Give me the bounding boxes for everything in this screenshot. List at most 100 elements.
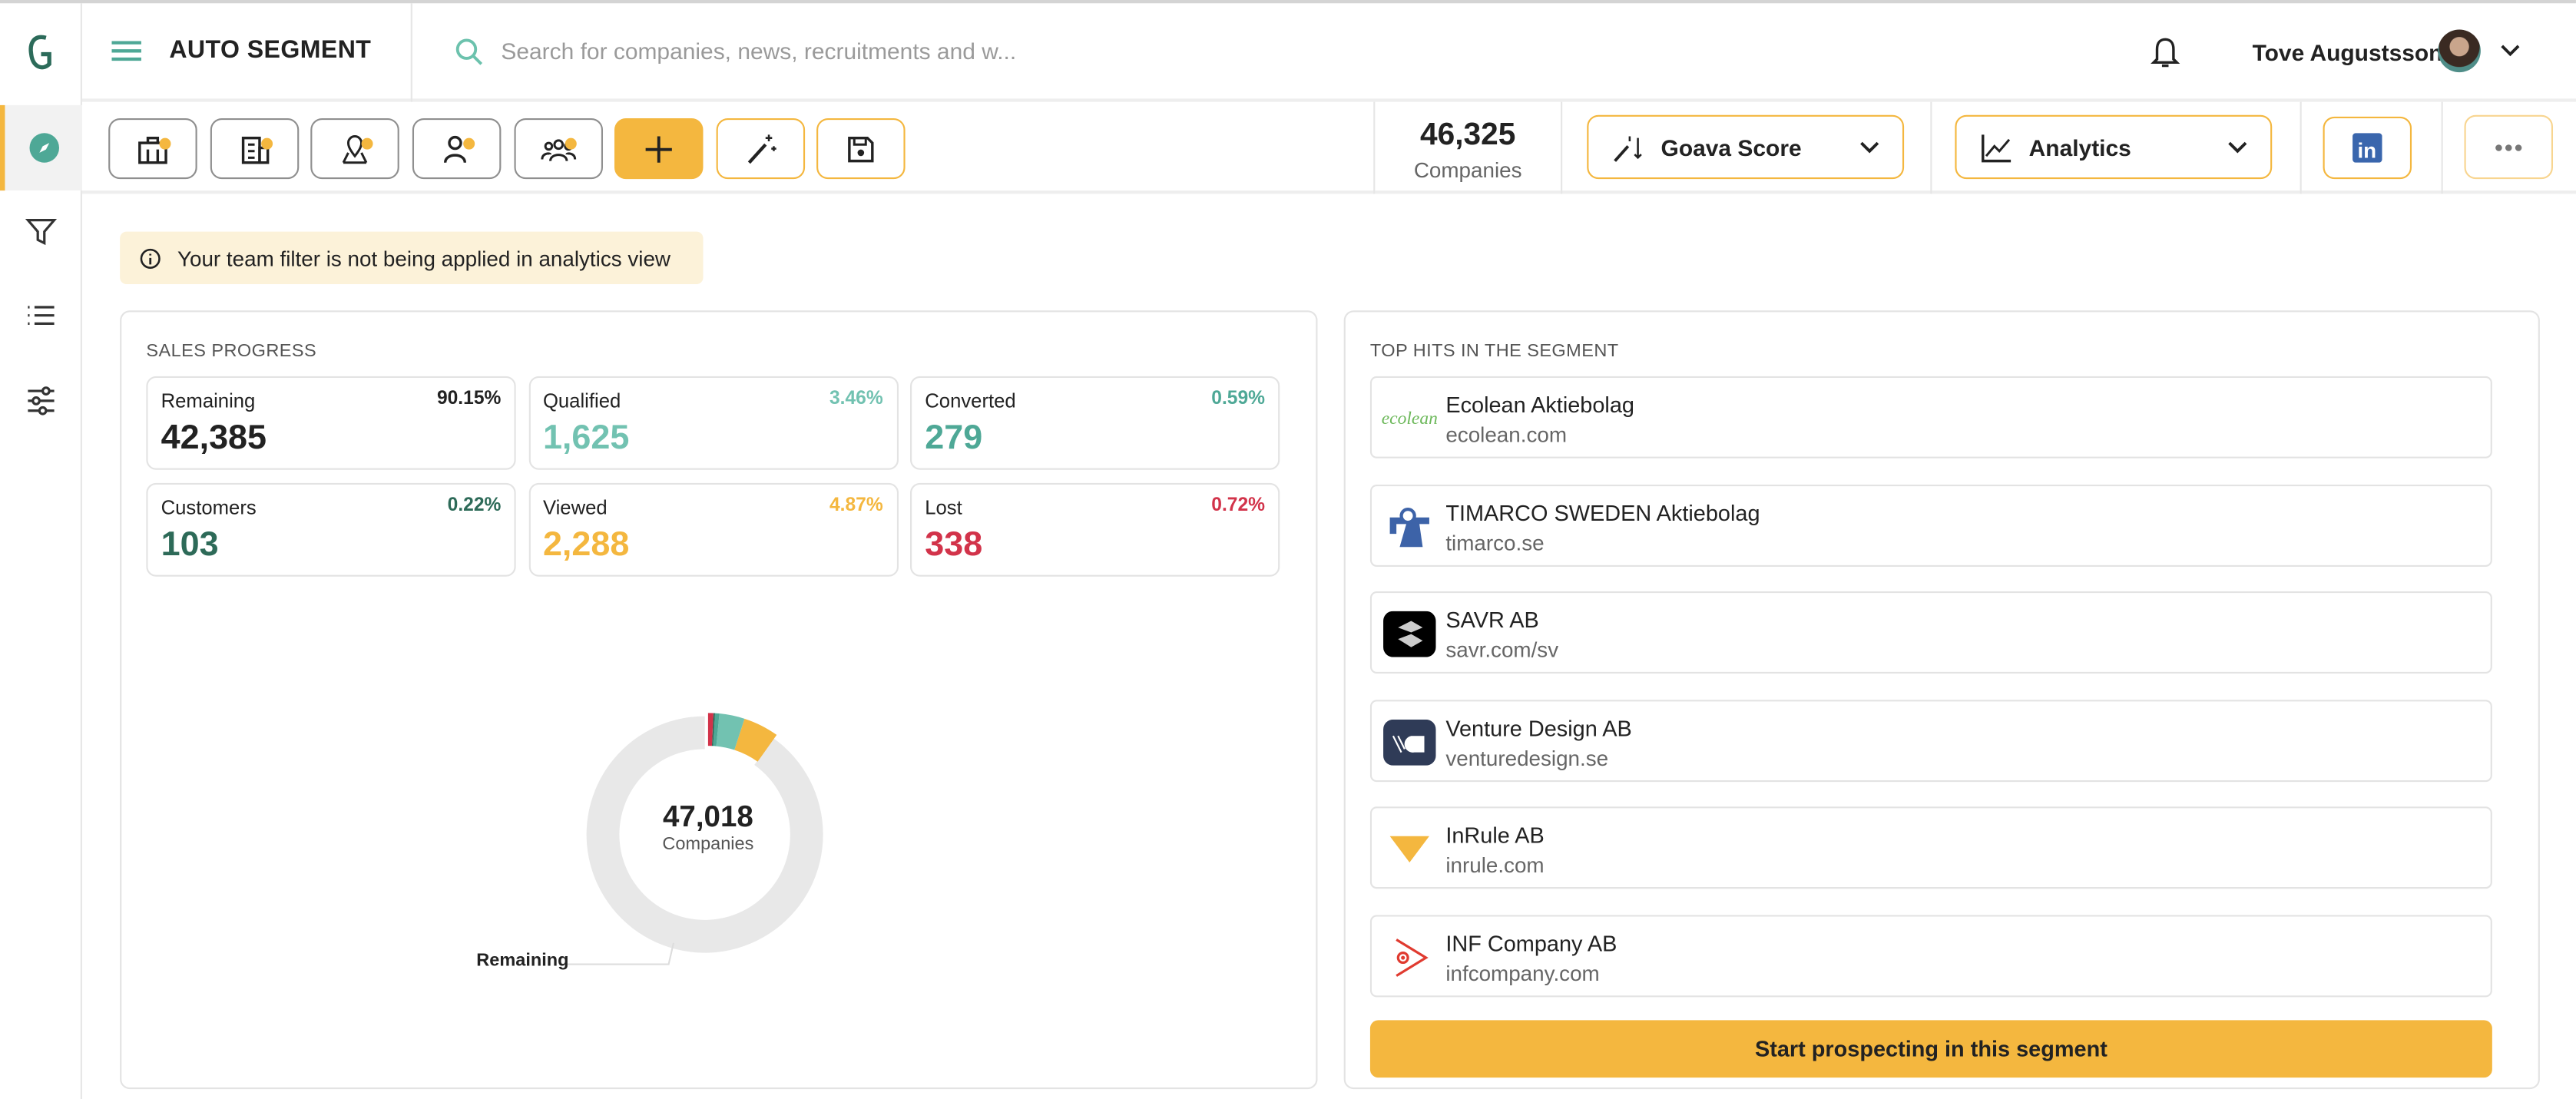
company-domain[interactable]: infcompany.com <box>1445 960 1600 985</box>
company-domain[interactable]: savr.com/sv <box>1445 637 1559 663</box>
active-filter-dot <box>361 137 373 150</box>
goava-score-dropdown[interactable]: Goava Score <box>1587 114 1905 180</box>
stat-lost[interactable]: Lost 0.72% 338 <box>910 482 1280 577</box>
divider <box>2441 101 2443 194</box>
stat-percent: 3.46% <box>829 389 883 409</box>
building-filter-button[interactable] <box>210 118 300 180</box>
company-domain[interactable]: ecolean.com <box>1445 422 1568 447</box>
sidebar-item-filter[interactable] <box>0 196 82 268</box>
magic-wand-button[interactable] <box>716 118 806 180</box>
stat-label: Remaining <box>161 389 256 412</box>
stat-value: 42,385 <box>161 419 267 457</box>
stat-customers[interactable]: Customers 0.22% 103 <box>146 482 516 577</box>
goava-logo[interactable] <box>0 16 82 88</box>
person-filter-button[interactable] <box>412 118 502 180</box>
company-domain[interactable]: timarco.se <box>1445 529 1545 554</box>
donut-slice-lost[interactable] <box>707 713 714 746</box>
sidebar <box>0 3 82 1099</box>
divider <box>1561 101 1563 194</box>
company-item[interactable]: Venture Design AB venturedesign.se <box>1369 699 2492 782</box>
divider <box>410 3 412 102</box>
company-item[interactable]: ecolean Ecolean Aktiebolag ecolean.com <box>1369 376 2492 458</box>
donut-slice-qualified[interactable] <box>716 713 745 750</box>
savr-logo-icon <box>1383 607 1436 660</box>
search-icon <box>455 38 483 65</box>
card-title: SALES PROGRESS <box>146 341 317 362</box>
stat-value: 338 <box>925 525 983 564</box>
team-filter-notice: Your team filter is not being applied in… <box>120 231 704 285</box>
logo-icon <box>28 35 51 70</box>
active-filter-dot <box>159 137 171 150</box>
company-name: SAVR AB <box>1445 607 1539 633</box>
donut-slice-customers[interactable] <box>711 713 715 746</box>
info-icon <box>140 247 161 268</box>
linkedin-icon: in <box>2353 133 2382 163</box>
add-filter-button[interactable] <box>614 118 704 180</box>
company-domain[interactable]: venturedesign.se <box>1445 745 1609 770</box>
magic-wand-icon <box>747 134 776 164</box>
analytics-dropdown[interactable]: Analytics <box>1955 114 2273 180</box>
more-options-button[interactable] <box>2464 114 2554 180</box>
company-item[interactable]: INF Company AB infcompany.com <box>1369 914 2492 997</box>
donut-slice-viewed[interactable] <box>734 718 777 762</box>
people-icon <box>541 138 577 161</box>
company-item[interactable]: InRule AB inrule.com <box>1369 806 2492 889</box>
donut-slice-converted[interactable] <box>713 713 720 746</box>
stat-percent: 0.72% <box>1211 495 1266 516</box>
stat-viewed[interactable]: Viewed 4.87% 2,288 <box>528 482 898 577</box>
bell-icon[interactable] <box>2151 36 2180 69</box>
filter-icon <box>25 219 58 246</box>
company-item[interactable]: SAVR AB savr.com/sv <box>1369 591 2492 674</box>
donut-center-label: Companies <box>662 833 753 853</box>
chevron-down-icon <box>2228 141 2247 153</box>
toolbar: 46,325 Companies Goava Score Analytics i… <box>81 101 2576 194</box>
person-icon <box>443 134 467 163</box>
company-name: InRule AB <box>1445 823 1545 848</box>
header: AUTO SEGMENT Search for companies, news,… <box>81 3 2576 102</box>
list-icon <box>28 306 55 325</box>
stat-percent: 0.22% <box>447 495 502 516</box>
line-chart-icon <box>1982 134 2011 162</box>
callout-label: Remaining <box>476 950 568 970</box>
start-prospecting-button[interactable]: Start prospecting in this segment <box>1369 1020 2492 1078</box>
sidebar-item-explore[interactable] <box>0 104 82 191</box>
user-name[interactable]: Tove Augustsson <box>2252 39 2443 66</box>
location-filter-button[interactable] <box>310 118 399 180</box>
company-domain[interactable]: inrule.com <box>1445 852 1545 878</box>
stat-remaining[interactable]: Remaining 90.15% 42,385 <box>146 376 516 470</box>
svg-text:in: in <box>2357 138 2376 162</box>
plus-icon <box>645 135 672 162</box>
inrule-logo-icon <box>1383 823 1435 876</box>
chevron-down-icon[interactable] <box>2501 45 2521 58</box>
more-icon <box>2495 144 2522 151</box>
stat-label: Viewed <box>542 495 608 519</box>
company-filter-button[interactable] <box>108 118 197 180</box>
card-title: TOP HITS IN THE SEGMENT <box>1369 341 1619 362</box>
stat-converted[interactable]: Converted 0.59% 279 <box>910 376 1280 470</box>
sidebar-item-settings[interactable] <box>0 365 82 437</box>
search-input[interactable]: Search for companies, news, recruitments… <box>501 38 1017 65</box>
donut-center-value: 47,018 <box>663 800 753 833</box>
divider <box>1373 101 1376 194</box>
stat-value: 1,625 <box>542 419 630 457</box>
goava-score-label: Goava Score <box>1660 134 1802 161</box>
company-count: 46,325 Companies <box>1375 118 1561 182</box>
callout-line <box>561 942 675 965</box>
company-name: INF Company AB <box>1445 930 1617 955</box>
team-filter-button[interactable] <box>514 118 604 180</box>
avatar[interactable] <box>2438 29 2481 73</box>
sidebar-item-list[interactable] <box>0 280 82 352</box>
company-item[interactable]: TIMARCO SWEDEN Aktiebolag timarco.se <box>1369 483 2492 566</box>
stat-percent: 0.59% <box>1211 389 1266 409</box>
stat-qualified[interactable]: Qualified 3.46% 1,625 <box>528 376 898 470</box>
linkedin-button[interactable]: in <box>2323 116 2412 180</box>
active-filter-dot <box>463 137 475 150</box>
active-filter-dot <box>261 137 273 150</box>
save-button[interactable] <box>816 118 906 180</box>
map-pin-icon <box>342 134 368 164</box>
hamburger-menu-icon[interactable] <box>111 39 141 62</box>
divider <box>2300 101 2302 194</box>
stat-value: 2,288 <box>542 525 630 564</box>
inf-logo-icon <box>1383 931 1435 983</box>
